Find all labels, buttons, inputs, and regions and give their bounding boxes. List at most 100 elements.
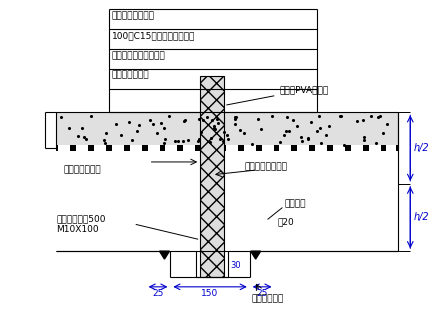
Point <box>81 134 88 139</box>
Point <box>195 137 202 142</box>
Point <box>232 115 238 120</box>
Point <box>374 115 381 120</box>
Text: 100厚C15细石混凝土保护层: 100厚C15细石混凝土保护层 <box>112 31 195 40</box>
Text: 迟20: 迟20 <box>277 218 294 226</box>
Point <box>361 137 368 142</box>
Bar <box>297 145 309 151</box>
Text: 聚丙乙烯泡沫板: 聚丙乙烯泡沫板 <box>63 165 101 174</box>
Point <box>160 126 167 131</box>
Bar <box>112 145 124 151</box>
Point <box>353 118 360 123</box>
Text: 150: 150 <box>201 289 219 298</box>
Point <box>179 138 186 143</box>
Point <box>316 114 323 119</box>
Text: 橡皮块板: 橡皮块板 <box>284 200 306 208</box>
Point <box>117 133 124 138</box>
Point <box>125 120 132 125</box>
Bar <box>315 145 327 151</box>
Point <box>136 123 143 128</box>
Text: 25: 25 <box>256 289 267 298</box>
Bar <box>244 145 255 151</box>
Point <box>58 114 65 119</box>
Bar <box>56 145 399 151</box>
Point <box>208 118 215 123</box>
Point <box>216 136 223 141</box>
Bar <box>94 145 106 151</box>
Point <box>160 141 167 146</box>
Point <box>368 113 375 118</box>
Point <box>195 138 202 143</box>
Point <box>258 127 265 132</box>
Text: h/2: h/2 <box>413 143 429 153</box>
Point <box>337 114 344 119</box>
Text: 30: 30 <box>230 261 241 270</box>
Point <box>294 124 301 129</box>
Point <box>112 121 119 126</box>
Point <box>208 136 215 141</box>
Polygon shape <box>160 251 170 259</box>
Point <box>203 114 210 119</box>
Point <box>134 129 141 134</box>
Bar <box>279 145 291 151</box>
Point <box>307 120 314 125</box>
Point <box>384 121 391 126</box>
Point <box>198 129 205 134</box>
Point <box>102 141 109 146</box>
Point <box>338 113 345 118</box>
Point <box>213 117 220 122</box>
Point <box>79 126 86 131</box>
Point <box>340 142 347 147</box>
Point <box>325 124 332 129</box>
Bar <box>130 145 142 151</box>
Point <box>162 136 169 141</box>
Point <box>276 140 283 145</box>
Point <box>172 139 179 144</box>
Bar <box>76 145 88 151</box>
Point <box>232 115 239 120</box>
Bar <box>148 145 160 151</box>
Text: 底板（直梭平）: 底板（直梭平） <box>112 71 150 80</box>
Point <box>65 126 72 131</box>
Point <box>215 120 221 125</box>
Point <box>146 117 153 122</box>
Text: 入债刚排水槽: 入债刚排水槽 <box>252 295 284 304</box>
Point <box>232 121 238 126</box>
Point <box>102 131 109 136</box>
Point <box>285 128 292 133</box>
Point <box>153 131 160 136</box>
Point <box>317 125 324 130</box>
Bar <box>56 112 399 148</box>
Text: 深十分层平渡水头: 深十分层平渡水头 <box>112 11 155 20</box>
Point <box>317 141 324 146</box>
Point <box>221 130 228 135</box>
Point <box>284 115 291 120</box>
Point <box>255 117 262 122</box>
Point <box>379 131 386 136</box>
Point <box>232 117 239 122</box>
Point <box>290 117 296 122</box>
Text: 螺旋螺栓间距500
M10X100: 螺旋螺栓间距500 M10X100 <box>56 214 106 234</box>
Bar <box>351 145 363 151</box>
Point <box>304 137 311 142</box>
Point <box>305 136 312 141</box>
Point <box>184 137 191 142</box>
Point <box>269 114 276 119</box>
Bar <box>166 145 177 151</box>
Bar <box>262 145 273 151</box>
Point <box>224 136 231 141</box>
Point <box>313 129 320 134</box>
Point <box>376 114 383 119</box>
Point <box>219 139 226 144</box>
Point <box>175 139 182 144</box>
Point <box>248 142 255 147</box>
Point <box>157 121 164 126</box>
Bar <box>200 76 224 277</box>
Point <box>195 116 202 121</box>
Bar <box>226 145 238 151</box>
Text: 木焦油聚氨酯防水涂料: 木焦油聚氨酯防水涂料 <box>112 51 166 60</box>
Point <box>181 118 188 123</box>
Text: 中置式橡胶止水带: 中置式橡胶止水带 <box>245 162 288 171</box>
Point <box>82 137 89 142</box>
Point <box>373 141 380 146</box>
Point <box>361 135 368 140</box>
